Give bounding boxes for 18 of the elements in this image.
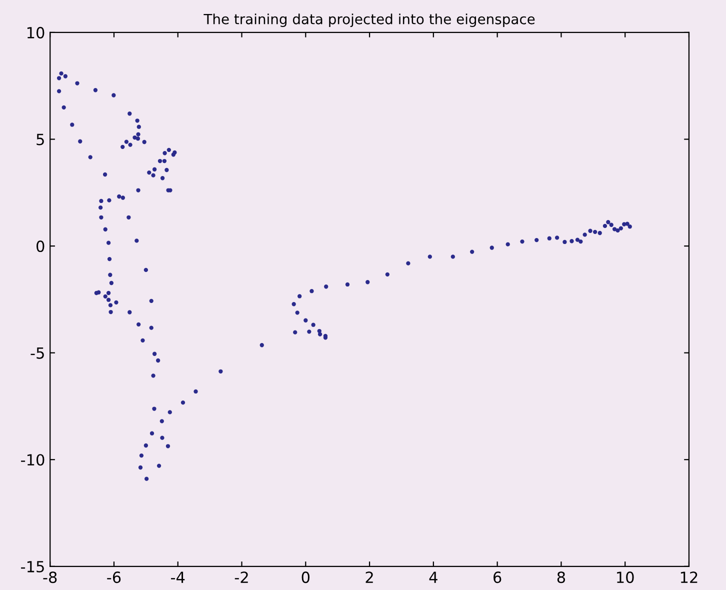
x-tick-label: 4 [429, 572, 438, 583]
y-tick-label: -10 [21, 454, 44, 466]
x-tick-label: -4 [171, 572, 185, 583]
x-tick-label: 8 [557, 572, 566, 584]
x-tick-label: 6 [494, 572, 502, 584]
x-tick-label: 2 [366, 572, 373, 583]
y-tick-label: 10 [27, 26, 44, 38]
y-tick-label: 0 [36, 240, 44, 252]
x-tick-label: -2 [234, 572, 248, 583]
y-tick-label: -5 [30, 347, 44, 359]
chart-title: The training data projected into the eigenspace [204, 14, 535, 28]
x-tick-label: 12 [680, 572, 698, 583]
x-tick-label: 10 [617, 572, 634, 584]
y-tick-label: 5 [36, 134, 44, 146]
x-tick-label: -8 [43, 572, 57, 584]
x-tick-label: 0 [302, 572, 310, 584]
y-tick-label: -15 [21, 561, 44, 572]
x-tick-label: -6 [107, 572, 121, 584]
